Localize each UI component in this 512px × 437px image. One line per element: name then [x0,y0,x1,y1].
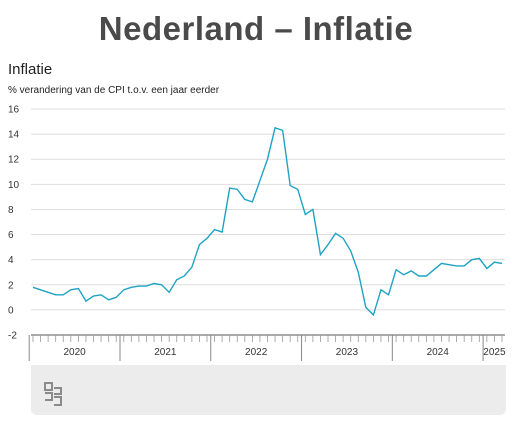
y-tick-label: 2 [8,280,14,291]
inflation-series-line [32,126,503,317]
chart-subtitle: % verandering van de CPI t.o.v. een jaar… [8,85,220,96]
y-tick-label: 14 [8,130,20,141]
x-year-label: 2024 [427,347,450,358]
footer-panel [31,365,506,415]
x-year-label: 2020 [63,347,86,358]
y-tick-labels: 16 14 12 10 8 6 4 2 0 -2 [8,105,20,342]
y-tick-label: 6 [8,230,14,241]
x-year-label: 2022 [245,347,268,358]
page-title: Nederland – Inflatie [98,10,414,47]
cbs-logo-icon [44,382,62,406]
y-tick-label: -2 [8,331,17,342]
x-axis: 2020 2021 2022 2023 2024 2025 [28,334,506,361]
y-tick-label: 12 [8,155,20,166]
y-tick-label: 4 [8,255,14,266]
y-tick-label: 16 [8,105,20,116]
x-year-label: 2025 [483,347,506,358]
y-tick-label: 8 [8,205,14,216]
chart-title: Inflatie [8,61,53,78]
y-tick-label: 0 [8,305,14,316]
gridlines [31,108,505,336]
x-year-label: 2023 [336,347,359,358]
y-tick-label: 10 [8,180,20,191]
x-year-label: 2021 [154,347,177,358]
